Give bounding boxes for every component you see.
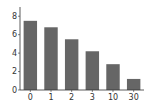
chart: 0 2 4 6 8 0 1 2 3 10 30 (0, 0, 150, 105)
x-axis-line (20, 90, 144, 91)
y-tick (18, 16, 20, 17)
y-tick (18, 34, 20, 35)
bar (24, 21, 37, 90)
x-tick (92, 90, 93, 92)
y-axis-line (20, 7, 21, 90)
y-tick-label: 6 (12, 30, 17, 39)
x-tick-label: 2 (69, 93, 74, 102)
x-tick-label: 30 (129, 93, 139, 102)
y-tick-label: 2 (12, 67, 17, 76)
y-tick (18, 53, 20, 54)
y-tick (18, 90, 20, 91)
x-tick-label: 10 (108, 93, 118, 102)
bar (65, 39, 78, 90)
x-tick (30, 90, 31, 92)
y-tick (18, 71, 20, 72)
x-tick (71, 90, 72, 92)
x-tick-label: 1 (48, 93, 53, 102)
bar (106, 64, 119, 90)
x-tick (51, 90, 52, 92)
y-tick-label: 8 (12, 12, 17, 21)
y-tick-label: 0 (12, 86, 17, 95)
x-tick-label: 3 (90, 93, 95, 102)
bar (86, 51, 99, 90)
bar (127, 79, 140, 90)
x-tick (133, 90, 134, 92)
bars (24, 21, 141, 90)
y-tick-label: 4 (12, 49, 17, 58)
bar (44, 27, 57, 90)
x-tick-label: 0 (28, 93, 33, 102)
x-tick (113, 90, 114, 92)
